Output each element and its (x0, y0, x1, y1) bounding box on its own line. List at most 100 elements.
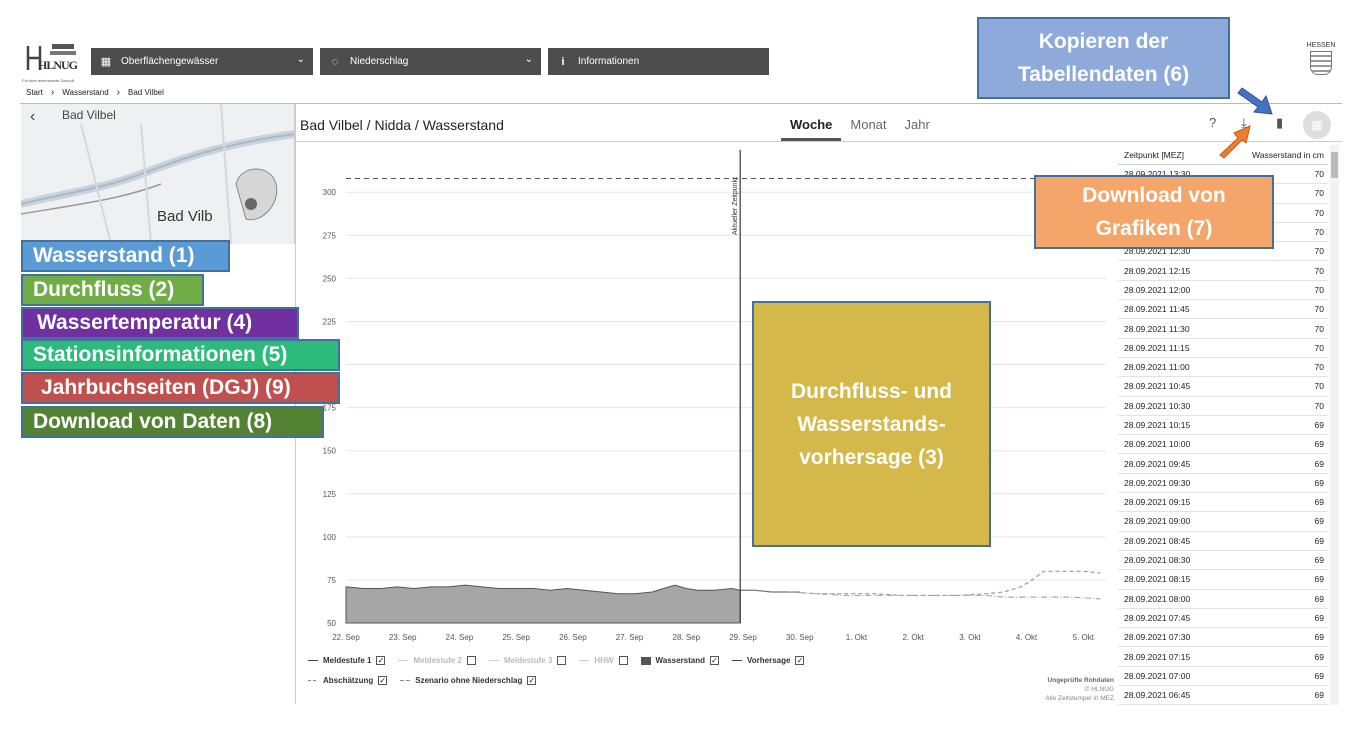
y-tick-label: 75 (327, 576, 336, 585)
annotation-label: Kopieren der (1038, 30, 1169, 53)
hessen-logo[interactable]: HESSEN (1306, 42, 1336, 75)
cell-value: 69 (1314, 612, 1324, 623)
annotation-download-grafiken: Download von Grafiken (7) (1034, 175, 1274, 249)
nav-informationen[interactable]: i Informationen (548, 48, 769, 75)
table-row: 28.09.2021 08:30 69 (1118, 551, 1328, 571)
col-zeitpunkt[interactable]: Zeitpunkt [MEZ] (1124, 149, 1184, 160)
table-row: 28.09.2021 10:30 70 (1118, 397, 1328, 416)
breadcrumb-bad-vilbel: Bad Vilbel (127, 88, 164, 97)
checkbox-checked-icon[interactable]: ✓ (378, 676, 388, 685)
legend-abschaetzung[interactable]: Abschätzung ✓ (308, 676, 388, 685)
col-wasserstand[interactable]: Wasserstand in cm (1252, 149, 1324, 160)
cell-value: 69 (1314, 632, 1324, 643)
annotation-label: Wassertemperatur (4) (37, 311, 253, 334)
cell-value: 69 (1314, 574, 1324, 585)
cell-timestamp: 28.09.2021 11:00 (1124, 362, 1190, 373)
cell-timestamp: 28.09.2021 10:30 (1124, 400, 1191, 411)
cell-timestamp: 28.09.2021 10:45 (1124, 381, 1191, 392)
x-tick-label: 22. Sep (332, 633, 360, 642)
checkbox-checked-icon[interactable]: ✓ (527, 676, 537, 685)
cell-timestamp: 28.09.2021 09:00 (1124, 516, 1191, 527)
chevron-right-icon: › (50, 87, 55, 98)
cell-value: 69 (1314, 690, 1324, 701)
y-tick-label: 300 (323, 188, 337, 197)
checkbox-unchecked-icon[interactable] (466, 656, 476, 665)
tab-monat[interactable]: Monat (850, 117, 887, 132)
table-scrollbar[interactable] (1330, 145, 1339, 705)
checkbox-unchecked-icon[interactable] (557, 656, 567, 665)
table-row: 28.09.2021 12:15 70 (1118, 261, 1328, 281)
legend-label: Meldestufe 1 (323, 656, 372, 665)
nav-label: Niederschlag (350, 56, 409, 67)
back-icon[interactable]: ‹ (30, 108, 36, 125)
tab-jahr[interactable]: Jahr (904, 117, 930, 132)
scrollbar-thumb[interactable] (1331, 152, 1338, 178)
table-row: 28.09.2021 11:00 70 (1118, 358, 1328, 378)
cell-timestamp: 28.09.2021 11:30 (1124, 323, 1190, 334)
legend-szenario[interactable]: Szenario ohne Niederschlag ✓ (400, 676, 537, 685)
nav-oberflaechengewaesser[interactable]: ▦ Oberflächengewässer ⌄ (91, 48, 313, 75)
hessen-label: HESSEN (1306, 42, 1336, 49)
cell-timestamp: 28.09.2021 11:15 (1124, 342, 1190, 353)
legend-label: Vorhersage (747, 656, 791, 665)
annotation-vorhersage: Durchfluss- und Wasserstands- vorhersage… (752, 301, 991, 547)
annotation-label: vorhersage (3) (799, 445, 944, 469)
cell-timestamp: 28.09.2021 08:15 (1124, 574, 1191, 585)
table-row: 28.09.2021 09:30 69 (1118, 474, 1328, 494)
cell-timestamp: 28.09.2021 06:45 (1124, 690, 1191, 701)
x-tick-label: 4. Okt (1016, 633, 1038, 642)
y-tick-label: 50 (327, 619, 336, 628)
cell-value: 69 (1314, 555, 1324, 566)
y-tick-label: 100 (323, 533, 337, 542)
water-level-chart: 507510012515017520022525027530022. Sep23… (323, 150, 1106, 642)
download-icon[interactable]: ⤓ (1241, 115, 1247, 130)
y-tick-label: 275 (323, 231, 337, 240)
y-tick-label: 150 (323, 447, 337, 456)
help-icon[interactable]: ? (1209, 115, 1217, 130)
hessen-crest-icon (1310, 51, 1332, 75)
x-tick-label: 1. Okt (846, 633, 868, 642)
breadcrumb-wasserstand[interactable]: Wasserstand (62, 88, 109, 97)
nav-niederschlag[interactable]: ◌ Niederschlag ⌄ (320, 48, 541, 75)
legend-meldestufe-1[interactable]: Meldestufe 1 ✓ (308, 656, 386, 665)
annotation-label: Durchfluss (2) (33, 278, 175, 301)
legend-vorhersage[interactable]: Vorhersage ✓ (732, 656, 805, 665)
tab-woche[interactable]: Woche (781, 117, 842, 141)
legend-label: Wasserstand (655, 656, 706, 665)
table-toggle-icon[interactable]: ▦ (1303, 111, 1331, 139)
series-wasserstand-area (345, 584, 741, 624)
x-tick-label: 24. Sep (446, 633, 474, 642)
cell-timestamp: 28.09.2021 07:45 (1124, 612, 1191, 623)
cell-timestamp: 28.09.2021 11:45 (1124, 304, 1190, 315)
cell-timestamp: 28.09.2021 07:15 (1124, 651, 1191, 662)
table-row: 28.09.2021 11:30 70 (1118, 319, 1328, 339)
checkbox-unchecked-icon[interactable] (618, 656, 628, 665)
chart-footnote: Ungeprüfte Rohdaten © HLNUG Alle Zeitste… (1010, 676, 1114, 703)
cell-value: 69 (1314, 670, 1324, 681)
cell-timestamp: 28.09.2021 07:00 (1124, 670, 1191, 681)
info-icon: i (561, 55, 565, 68)
checkbox-checked-icon[interactable]: ✓ (710, 656, 720, 665)
legend-meldestufe-3[interactable]: Meldestufe 3 (488, 656, 567, 665)
chart-legend-row-1: Meldestufe 1 ✓ Meldestufe 2 Meldestufe 3 … (308, 656, 812, 665)
legend-wasserstand[interactable]: Wasserstand ✓ (640, 656, 720, 665)
annotation-download-daten: Download von Daten (8) (21, 406, 324, 438)
footnote-timezone: Alle Zeitstempel in MEZ (1045, 695, 1114, 702)
legend-hhw[interactable]: HHW (579, 656, 628, 665)
breadcrumb-start[interactable]: Start (26, 88, 43, 97)
table-row: 28.09.2021 09:45 69 (1118, 454, 1328, 474)
table-row: 28.09.2021 07:00 69 (1118, 667, 1328, 687)
cell-value: 69 (1314, 477, 1324, 488)
clipboard-icon[interactable]: ▮ (1276, 115, 1284, 130)
cell-value: 69 (1314, 439, 1324, 450)
cell-value: 70 (1314, 342, 1324, 353)
station-map[interactable] (21, 104, 295, 244)
checkbox-checked-icon[interactable]: ✓ (795, 656, 805, 665)
checkbox-checked-icon[interactable]: ✓ (376, 656, 386, 665)
cell-value: 70 (1314, 362, 1324, 373)
cell-timestamp: 28.09.2021 12:30 (1124, 246, 1191, 257)
table-row: 28.09.2021 08:45 69 (1118, 532, 1328, 551)
cell-value: 69 (1314, 535, 1324, 546)
legend-meldestufe-2[interactable]: Meldestufe 2 (398, 656, 476, 665)
legend-label: Szenario ohne Niederschlag (415, 676, 523, 685)
